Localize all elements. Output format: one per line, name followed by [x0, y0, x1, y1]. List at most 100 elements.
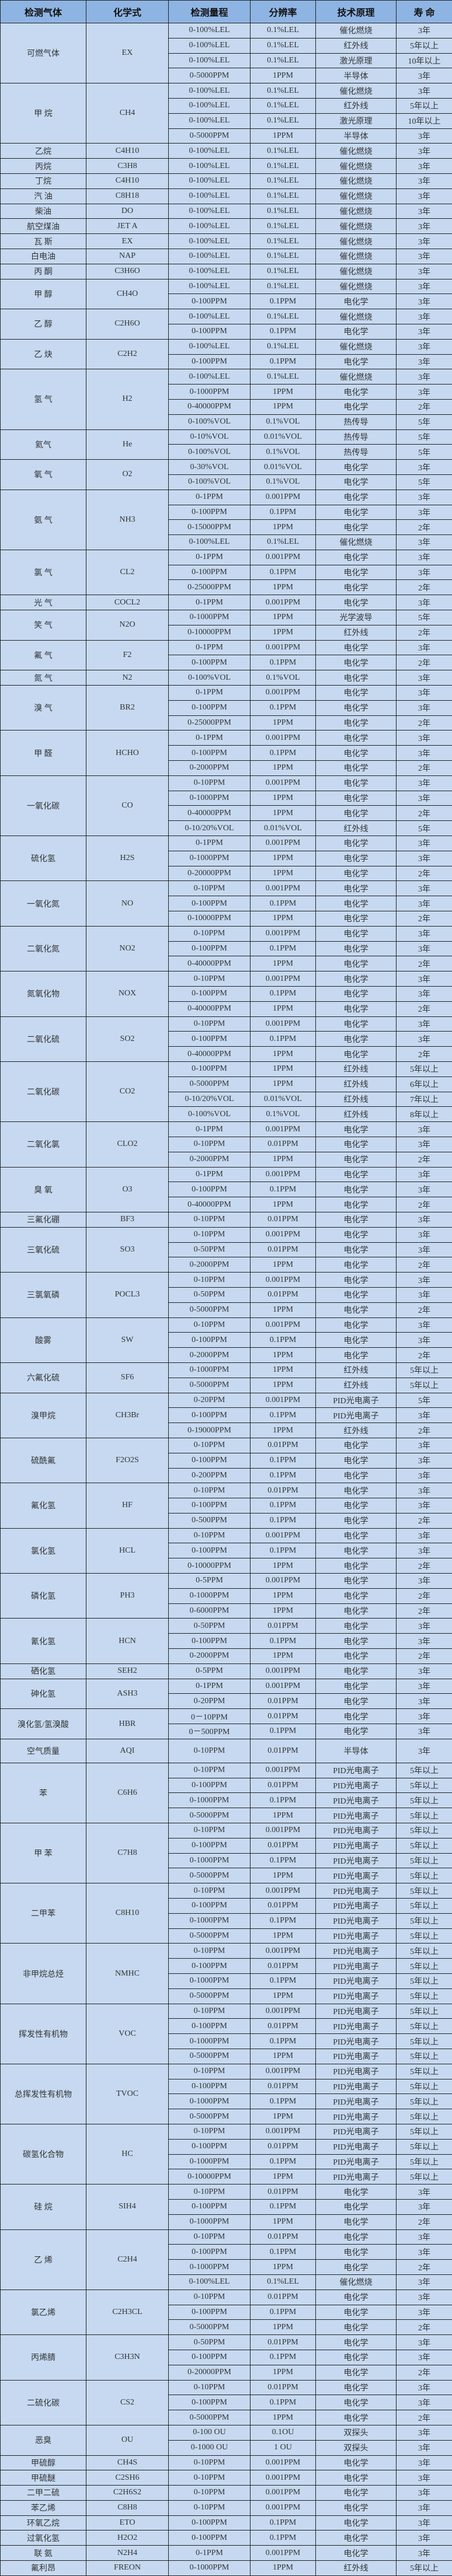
resolution-cell: 0.01PPM	[251, 1838, 316, 1853]
lifespan-cell: 3年	[397, 2395, 452, 2410]
lifespan-cell: 5年以上	[397, 1763, 452, 1778]
resolution-cell: 1PPM	[251, 1988, 316, 2004]
principle-cell: PID光电离子	[316, 1408, 397, 1423]
principle-cell: 电化学	[316, 2546, 397, 2561]
principle-cell: 红外线	[316, 1423, 397, 1438]
formula-cell: N2O	[86, 610, 169, 641]
resolution-cell: 0.1%LEL	[251, 204, 316, 219]
range-cell: 0-100%LEL	[169, 159, 251, 174]
lifespan-cell: 2年	[397, 1047, 452, 1062]
resolution-cell: 0.01PPM	[251, 1483, 316, 1498]
gas-name-cell: 二氧化氮	[1, 926, 86, 971]
gas-name-cell: 甲 醛	[1, 730, 86, 775]
range-cell: 0-100PPM	[169, 896, 251, 911]
gas-name-cell: 一氧化氮	[1, 881, 86, 926]
principle-cell: 电化学	[316, 806, 397, 821]
resolution-cell: 0.001PPM	[251, 490, 316, 505]
formula-cell: TVOC	[86, 2064, 169, 2124]
lifespan-cell: 5年	[397, 821, 452, 836]
range-cell: 0-100PPM	[169, 1899, 251, 1914]
range-cell: 0-19000PPM	[169, 1423, 251, 1438]
range-cell: 0-100%LEL	[169, 173, 251, 188]
formula-cell: C2H2	[86, 339, 169, 369]
lifespan-cell: 3年	[397, 881, 452, 896]
resolution-cell: 1PPM	[251, 2561, 316, 2576]
range-cell: 0-1000PPM	[169, 1793, 251, 1808]
resolution-cell: 0.001PPM	[251, 2546, 316, 2561]
formula-cell: CS2	[86, 2380, 169, 2425]
principle-cell: PID光电离子	[316, 1883, 397, 1899]
range-cell: 0-15000PPM	[169, 520, 251, 535]
lifespan-cell: 2年	[397, 1603, 452, 1619]
resolution-cell: 0.1PPM	[251, 354, 316, 369]
gas-name-cell: 砷化氢	[1, 1679, 86, 1709]
lifespan-cell: 3年	[397, 309, 452, 324]
principle-cell: PID光电离子	[316, 2019, 397, 2034]
range-cell: 0-100PPM	[169, 1333, 251, 1348]
lifespan-cell: 3年	[397, 2199, 452, 2214]
lifespan-cell: 3年	[397, 2455, 452, 2470]
resolution-cell: 1PPM	[251, 806, 316, 821]
range-cell: 0-100PPM	[169, 2199, 251, 2214]
principle-cell: 催化燃烧	[316, 264, 397, 279]
resolution-cell: 0.001PPM	[251, 1528, 316, 1543]
formula-cell: HCN	[86, 1619, 169, 1663]
principle-cell: 电化学	[316, 1588, 397, 1603]
range-cell: 0-100%LEL	[169, 234, 251, 249]
resolution-cell: 1PPM	[251, 2109, 316, 2124]
gas-name-cell: 氯乙烯	[1, 2290, 86, 2334]
gas-name-cell: 氧 气	[1, 460, 86, 490]
gas-name-cell: 氮氧化物	[1, 971, 86, 1016]
principle-cell: 红外线	[316, 1107, 397, 1122]
lifespan-cell: 3年	[397, 460, 452, 475]
resolution-cell: 1PPM	[251, 1047, 316, 1062]
formula-cell: SEH2	[86, 1663, 169, 1679]
principle-cell: 催化燃烧	[316, 339, 397, 354]
gas-name-cell: 白电油	[1, 249, 86, 264]
principle-cell: 半导体	[316, 128, 397, 144]
formula-cell: H2S	[86, 836, 169, 881]
principle-cell: 电化学	[316, 670, 397, 686]
resolution-cell: 0.01PPM	[251, 2139, 316, 2154]
lifespan-cell: 3年	[397, 2425, 452, 2440]
resolution-cell: 0.1PPM	[251, 700, 316, 715]
gas-name-cell: 氨 气	[1, 490, 86, 550]
lifespan-cell: 3年	[397, 144, 452, 159]
principle-cell: 电化学	[316, 1227, 397, 1242]
resolution-cell: 0.1%LEL	[251, 188, 316, 204]
lifespan-cell: 3年	[397, 2470, 452, 2486]
range-cell: 0-2000PPM	[169, 761, 251, 776]
lifespan-cell: 3年	[397, 2486, 452, 2501]
lifespan-cell: 3年	[397, 1543, 452, 1558]
range-cell: 0-5000PPM	[169, 128, 251, 144]
lifespan-cell: 2年	[397, 1302, 452, 1317]
range-cell: 0-1000PPM	[169, 851, 251, 866]
resolution-cell: 0.001PPM	[251, 2124, 316, 2139]
principle-cell: 电化学	[316, 2199, 397, 2214]
range-cell: 0-100%VOL	[169, 445, 251, 460]
range-cell: 0-1PPM	[169, 640, 251, 655]
lifespan-cell: 5年以上	[397, 2019, 452, 2034]
lifespan-cell: 2年	[397, 1152, 452, 1167]
formula-cell: SO3	[86, 1227, 169, 1272]
principle-cell: PID光电离子	[316, 2079, 397, 2094]
resolution-cell: 1PPM	[251, 68, 316, 83]
range-cell: 0-5000PPM	[169, 1378, 251, 1393]
range-cell: 0-10PPM	[169, 2124, 251, 2139]
principle-cell: 电化学	[316, 474, 397, 490]
lifespan-cell: 3年	[397, 339, 452, 354]
resolution-cell: 0.1%LEL	[251, 535, 316, 550]
formula-cell: JET A	[86, 219, 169, 234]
principle-cell: PID光电离子	[316, 2004, 397, 2019]
range-cell: 0-100PPM	[169, 294, 251, 309]
resolution-cell: 1PPM	[251, 2260, 316, 2275]
lifespan-cell: 3年	[397, 159, 452, 174]
formula-cell: C2H3CL	[86, 2290, 169, 2334]
